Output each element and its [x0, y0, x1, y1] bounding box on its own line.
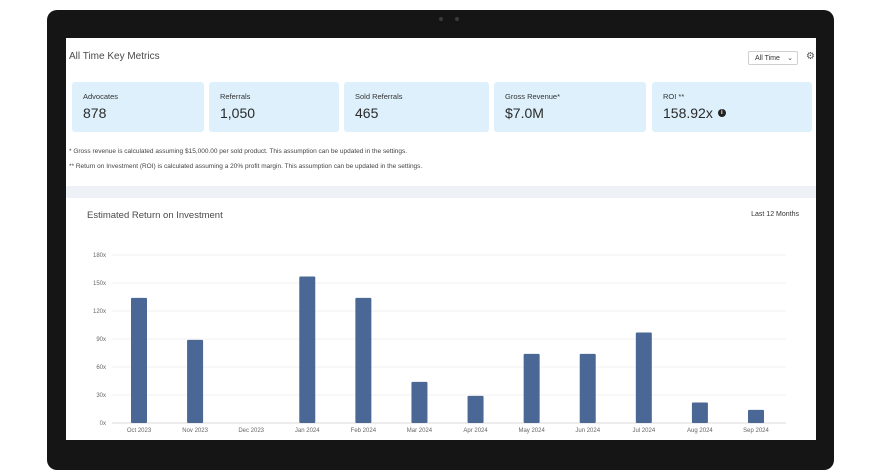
- chart-range-label: Last 12 Months: [751, 211, 799, 218]
- x-tick-label: Jul 2024: [632, 428, 655, 434]
- chart-bar[interactable]: [635, 332, 652, 423]
- metric-card-advocates: Advocates 878: [72, 82, 204, 132]
- chart-bar[interactable]: [748, 409, 764, 423]
- y-tick-label: 120x: [93, 309, 106, 315]
- metric-label: Advocates: [83, 92, 119, 101]
- gross-revenue-note: * Gross revenue is calculated assuming $…: [69, 148, 408, 155]
- x-tick-label: Jan 2024: [295, 428, 320, 434]
- x-tick-label: Dec 2023: [238, 428, 264, 434]
- x-tick-label: Nov 2023: [182, 428, 208, 434]
- x-tick-label: Sep 2024: [743, 428, 769, 434]
- time-range-select[interactable]: All Time ⌄: [748, 51, 798, 65]
- y-tick-label: 90x: [96, 337, 106, 343]
- chart-bar[interactable]: [523, 353, 540, 423]
- x-tick-label: Jun 2024: [575, 428, 600, 434]
- dashboard-screen: All Time Key Metrics All Time ⌄ ⚙ Advoca…: [66, 38, 816, 440]
- chart-bar[interactable]: [187, 339, 204, 423]
- camera-dot: [455, 17, 459, 21]
- key-metrics-section: All Time Key Metrics All Time ⌄ ⚙ Advoca…: [66, 38, 816, 186]
- x-tick-label: Apr 2024: [463, 428, 488, 434]
- y-tick-label: 180x: [93, 253, 106, 259]
- x-tick-label: Aug 2024: [687, 428, 713, 434]
- metric-value: $7.0M: [505, 105, 544, 121]
- section-divider: [66, 186, 816, 198]
- chart-bar[interactable]: [299, 276, 316, 423]
- roi-bar-chart: 0x 30x 60x 90x 120x 150x 180x Oct 2023 Nov 2023 D…: [93, 253, 786, 434]
- metric-value: 158.92x i: [663, 105, 812, 121]
- chart-bar[interactable]: [691, 402, 708, 423]
- chart-bar[interactable]: [411, 381, 428, 423]
- y-tick-label: 150x: [93, 281, 106, 287]
- metric-value: 465: [355, 105, 379, 121]
- metric-card-roi: ROI ** 158.92x i: [652, 82, 812, 132]
- metric-card-gross-revenue: Gross Revenue* $7.0M: [494, 82, 646, 132]
- metric-label: Sold Referrals: [355, 92, 403, 101]
- x-tick-label: Mar 2024: [407, 428, 433, 434]
- chevron-down-icon: ⌄: [787, 55, 793, 62]
- chart-bar[interactable]: [579, 353, 596, 423]
- camera-dot: [439, 17, 443, 21]
- metric-value: 1,050: [220, 105, 256, 121]
- gear-icon[interactable]: ⚙: [806, 51, 815, 62]
- chart-bar[interactable]: [355, 297, 372, 423]
- metric-card-referrals: Referrals 1,050: [209, 82, 339, 132]
- metric-label: Referrals: [220, 92, 251, 101]
- info-icon[interactable]: i: [717, 109, 726, 117]
- x-tick-label: Feb 2024: [351, 428, 377, 434]
- y-tick-label: 0x: [100, 421, 106, 427]
- roi-note: ** Return on Investment (ROI) is calcula…: [69, 163, 423, 170]
- metric-label: ROI **: [663, 92, 685, 101]
- chart-title: Estimated Return on Investment: [87, 210, 223, 221]
- metric-card-sold-referrals: Sold Referrals 465: [344, 82, 489, 132]
- section-title: All Time Key Metrics: [69, 51, 160, 62]
- time-range-value: All Time: [755, 54, 780, 62]
- chart-bar[interactable]: [131, 297, 147, 423]
- y-tick-label: 30x: [96, 393, 106, 399]
- metric-value: 878: [83, 105, 107, 121]
- y-tick-label: 60x: [96, 365, 106, 371]
- chart-bar[interactable]: [467, 395, 484, 423]
- x-tick-label: Oct 2023: [127, 428, 152, 434]
- roi-chart-section: Estimated Return on Investment Last 12 M…: [66, 198, 816, 440]
- x-tick-label: May 2024: [518, 428, 545, 434]
- metric-label: Gross Revenue*: [505, 92, 561, 101]
